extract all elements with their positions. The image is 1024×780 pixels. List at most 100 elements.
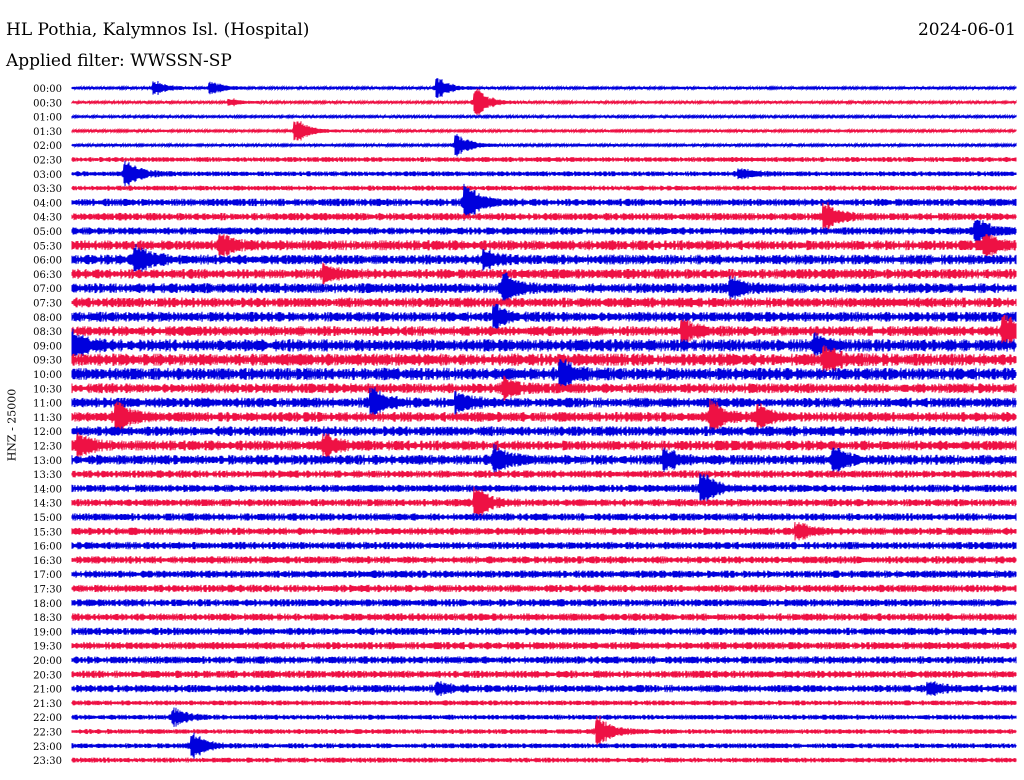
- row-time-label: 11:00: [33, 399, 62, 410]
- trace-line: [71, 358, 1017, 390]
- trace-line: [71, 233, 1017, 257]
- row-time-label: 00:30: [33, 98, 62, 109]
- trace-line: [71, 757, 1017, 764]
- row-time-label: 13:00: [33, 456, 62, 467]
- row-time-label: 11:30: [33, 413, 62, 424]
- trace-line: [71, 670, 1017, 679]
- row-time-label: 05:30: [33, 241, 62, 252]
- trace-line: [71, 681, 1017, 697]
- trace-line: [71, 121, 1017, 141]
- trace-line: [71, 522, 1017, 541]
- trace-line: [71, 715, 1017, 748]
- trace-line: [71, 432, 1017, 459]
- row-time-label: 13:30: [33, 470, 62, 481]
- row-time-label: 09:30: [33, 356, 62, 367]
- trace-line: [71, 272, 1017, 304]
- trace-line: [71, 156, 1017, 163]
- row-time-label: 12:00: [33, 427, 62, 438]
- trace-line: [71, 134, 1017, 157]
- trace-line: [71, 699, 1017, 706]
- row-time-label: 17:30: [33, 585, 62, 596]
- trace-line: [71, 77, 1017, 99]
- trace-line: [71, 570, 1017, 579]
- row-time-label: 15:30: [33, 527, 62, 538]
- row-time-label: 10:30: [33, 384, 62, 395]
- row-time-label: 02:00: [33, 141, 62, 152]
- trace-line: [71, 470, 1017, 478]
- trace-line: [71, 486, 1017, 519]
- trace-line: [71, 556, 1017, 564]
- row-time-label: 17:00: [33, 570, 62, 581]
- row-time-label: 00:00: [33, 84, 62, 95]
- row-time-label: 14:00: [33, 484, 62, 495]
- row-time-label: 01:00: [33, 113, 62, 124]
- trace-line: [71, 426, 1017, 437]
- row-time-label: 08:30: [33, 327, 62, 338]
- row-time-label: 21:30: [33, 699, 62, 710]
- trace-line: [71, 707, 1017, 727]
- trace-line: [71, 656, 1017, 664]
- trace-line: [71, 185, 1017, 192]
- station-title: HL Pothia, Kalymnos Isl. (Hospital): [6, 20, 310, 40]
- row-time-label: 16:30: [33, 556, 62, 567]
- row-time-label: 12:30: [33, 442, 62, 453]
- filter-label: Applied filter: WWSSN-SP: [6, 51, 232, 71]
- row-time-label: 19:00: [33, 627, 62, 638]
- row-time-label: 10:00: [33, 370, 62, 381]
- trace-line: [71, 443, 1017, 477]
- trace-line: [71, 262, 1017, 286]
- trace-line: [71, 599, 1017, 607]
- trace-line: [71, 473, 1017, 504]
- row-time-label: 18:30: [33, 613, 62, 624]
- row-time-label: 15:00: [33, 513, 62, 524]
- row-time-label: 01:30: [33, 127, 62, 138]
- row-time-label: 16:00: [33, 542, 62, 553]
- trace-line: [71, 303, 1017, 330]
- trace-line: [71, 399, 1017, 435]
- row-time-label: 23:30: [33, 756, 62, 767]
- row-time-label: 21:00: [33, 685, 62, 696]
- row-time-label: 03:30: [33, 184, 62, 195]
- trace-line: [71, 387, 1017, 419]
- trace-line: [71, 202, 1017, 232]
- row-time-label: 23:00: [33, 742, 62, 753]
- row-time-label: 04:30: [33, 213, 62, 224]
- row-time-label: 22:30: [33, 728, 62, 739]
- row-time-label: 07:00: [33, 284, 62, 295]
- trace-line: [71, 328, 1017, 363]
- row-time-label: 20:00: [33, 656, 62, 667]
- trace-line: [71, 314, 1017, 348]
- row-time-label: 07:30: [33, 299, 62, 310]
- row-time-label: 22:00: [33, 713, 62, 724]
- row-time-label: 06:00: [33, 256, 62, 267]
- row-time-label: 02:30: [33, 156, 62, 167]
- row-time-label: 05:00: [33, 227, 62, 238]
- trace-line: [71, 345, 1017, 375]
- row-time-label: 04:00: [33, 198, 62, 209]
- trace-line: [71, 113, 1017, 120]
- trace-line: [71, 732, 1017, 760]
- trace-line: [71, 541, 1017, 550]
- trace-line: [71, 641, 1017, 650]
- row-time-label: 14:30: [33, 499, 62, 510]
- row-time-label: 09:00: [33, 341, 62, 352]
- trace-line: [71, 88, 1017, 117]
- row-time-label: 19:30: [33, 642, 62, 653]
- trace-line: [71, 627, 1017, 636]
- row-time-label: 03:00: [33, 170, 62, 181]
- trace-line: [71, 584, 1017, 593]
- trace-line: [71, 375, 1017, 402]
- trace-line: [71, 297, 1017, 308]
- row-time-label: 20:30: [33, 670, 62, 681]
- row-time-label: 08:00: [33, 313, 62, 324]
- row-time-label: 06:30: [33, 270, 62, 281]
- trace-line: [71, 219, 1017, 243]
- trace-line: [71, 160, 1017, 187]
- trace-line: [71, 244, 1017, 275]
- row-time-label: 18:00: [33, 599, 62, 610]
- trace-line: [71, 613, 1017, 621]
- trace-line: [71, 513, 1017, 521]
- trace-line: [71, 183, 1017, 221]
- record-date: 2024-06-01: [917, 20, 1016, 40]
